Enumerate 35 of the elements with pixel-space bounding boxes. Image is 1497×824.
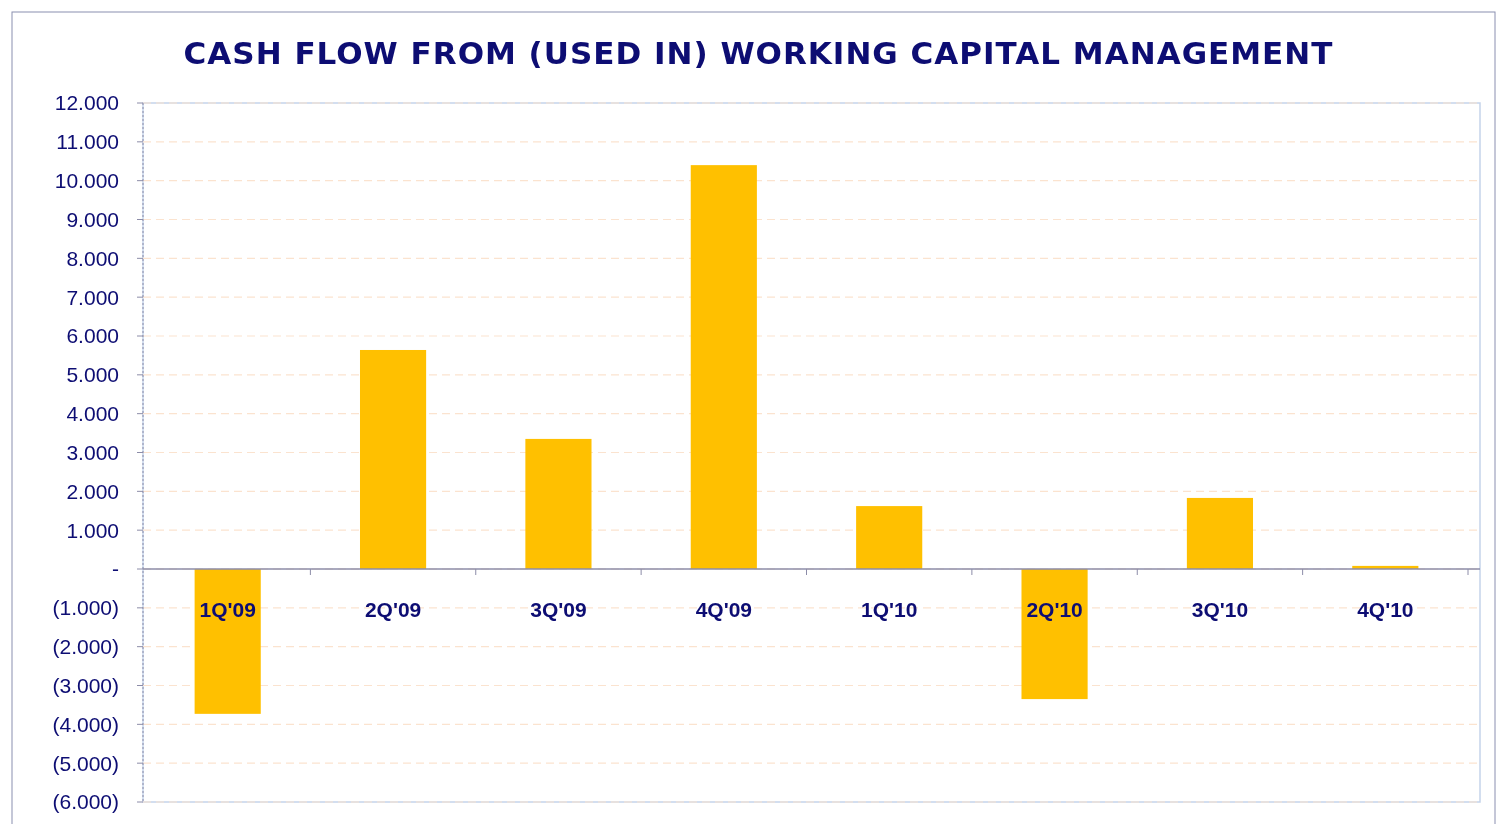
bar [1021,569,1088,700]
y-tick-label: (5.000) [52,751,119,775]
bar [194,569,261,714]
y-tick-label: 2.000 [66,479,119,503]
x-tick-label: 2Q'10 [1026,598,1083,621]
y-tick-label: 7.000 [66,285,119,309]
y-tick-label: 12.000 [54,91,119,115]
x-tick-label: 4Q'10 [1357,598,1414,621]
y-tick-label: - [112,557,119,581]
y-tick-label: 11.000 [56,130,119,154]
x-tick-label: 3Q'10 [1191,598,1249,621]
y-tick-label: (4.000) [52,712,119,736]
y-tick-label: (6.000) [52,790,119,814]
y-tick-label: 8.000 [66,246,119,270]
bar [856,506,923,569]
y-tick-label: 9.000 [66,207,119,231]
y-tick-label: (1.000) [52,596,119,620]
bar [525,438,592,569]
y-tick-label: 10.000 [54,169,119,193]
x-tick-label: 1Q'10 [861,598,918,621]
x-tick-label: 4Q'09 [695,598,752,621]
y-tick-label: 4.000 [66,402,119,426]
bar [359,349,427,569]
y-tick-label: 5.000 [66,363,119,387]
y-tick-label: 3.000 [66,440,119,464]
x-tick-label: 3Q'09 [530,598,587,621]
y-tick-label: (2.000) [52,635,119,659]
x-tick-label: 2Q'09 [364,598,422,621]
y-tick-label: (3.000) [52,673,119,697]
bar [1186,497,1254,569]
bar [690,165,757,569]
x-tick-label: 1Q'09 [199,598,256,621]
y-tick-label: 6.000 [66,324,119,348]
chart-title: CASH FLOW FROM (USED IN) WORKING CAPITAL MANAGEMENT [183,35,1334,71]
y-tick-label: 1.000 [66,518,119,542]
